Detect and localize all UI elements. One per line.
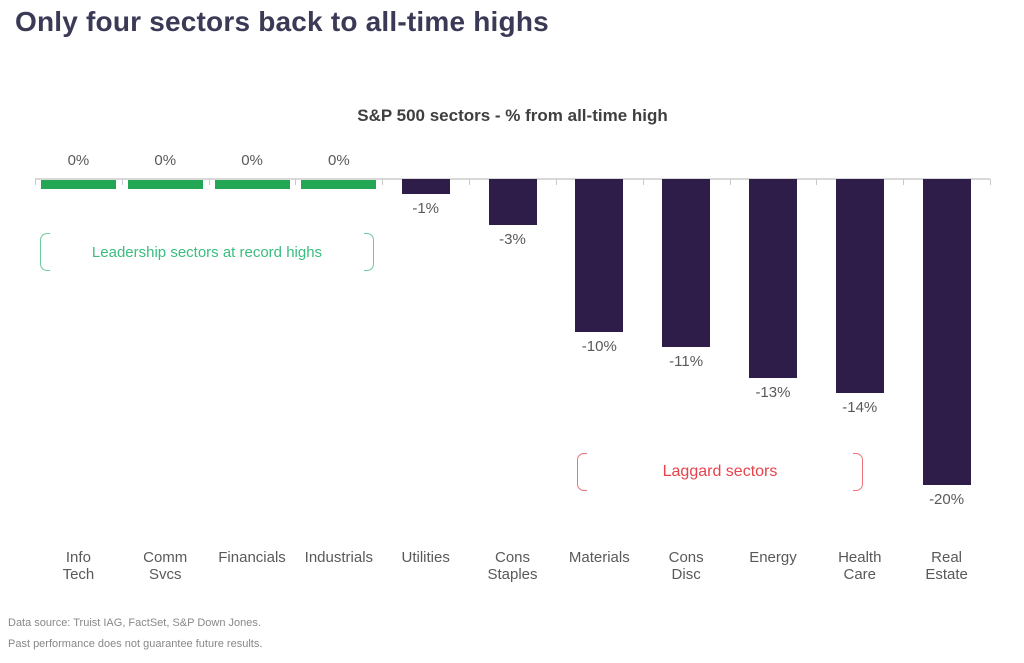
axis-tick — [642, 179, 644, 185]
x-axis-label-industrials: Industrials — [304, 549, 374, 566]
bar-utilities — [401, 179, 450, 194]
axis-tick — [729, 179, 731, 185]
chart-title: S&P 500 sectors - % from all-time high — [357, 106, 668, 125]
x-axis-label-materials: Materials — [568, 549, 630, 566]
bracket-right-icon — [364, 233, 374, 271]
x-axis-label-cons-disc: Cons Disc — [668, 549, 704, 583]
axis-tick — [469, 179, 471, 185]
x-axis-label-energy: Energy — [749, 549, 797, 566]
axis-tick — [208, 179, 210, 185]
value-label-comm-svcs: 0% — [154, 152, 177, 169]
value-label-utilities: -1% — [412, 200, 440, 217]
leadership-annotation: Leadership sectors at record highs — [40, 233, 374, 271]
laggard-label: Laggard sectors — [662, 462, 778, 480]
value-label-cons-disc: -11% — [669, 353, 704, 370]
value-label-financials: 0% — [241, 152, 263, 169]
axis-tick — [121, 179, 123, 185]
bracket-left-icon — [577, 452, 587, 491]
value-label-info-tech: 0% — [67, 152, 90, 169]
axis-tick — [382, 179, 384, 185]
bar-health-care — [835, 179, 884, 393]
bar-financials — [214, 180, 290, 189]
bracket-right-icon — [853, 452, 863, 491]
laggard-annotation: Laggard sectors — [577, 451, 863, 492]
bar-cons-staples — [488, 179, 537, 225]
bar-materials — [575, 179, 624, 332]
value-label-cons-staples: -3% — [499, 231, 526, 248]
data-source-note: Data source: Truist IAG, FactSet, S&P Do… — [8, 617, 261, 629]
value-label-real-estate: -20% — [929, 491, 965, 508]
bar-industrials — [301, 180, 377, 189]
bar-cons-disc — [662, 179, 711, 347]
x-axis-label-utilities: Utilities — [401, 549, 450, 566]
x-axis-label-real-estate: Real Estate — [925, 549, 968, 583]
value-label-industrials: 0% — [328, 152, 350, 169]
bar-real-estate — [922, 179, 971, 485]
axis-tick — [555, 179, 557, 185]
axis-tick — [35, 179, 36, 185]
axis-tick — [903, 179, 905, 185]
disclaimer-note: Past performance does not guarantee futu… — [8, 638, 263, 650]
axis-tick — [990, 179, 991, 185]
page-title: Only four sectors back to all-time highs — [15, 6, 549, 37]
leadership-label: Leadership sectors at record highs — [91, 243, 323, 261]
x-axis-label-comm-svcs: Comm Svcs — [143, 549, 188, 583]
value-label-health-care: -14% — [842, 399, 878, 416]
value-label-materials: -10% — [581, 338, 617, 355]
bar-energy — [748, 179, 797, 378]
bar-info-tech — [40, 180, 116, 189]
axis-tick — [295, 179, 297, 185]
x-axis-label-info-tech: Info Tech — [62, 549, 95, 583]
footnote: Data source: Truist IAG, FactSet, S&P Do… — [8, 613, 262, 655]
bar-comm-svcs — [127, 180, 203, 189]
bracket-left-icon — [40, 233, 50, 271]
value-label-energy: -13% — [755, 384, 791, 401]
axis-tick — [816, 179, 818, 185]
x-axis-label-financials: Financials — [218, 549, 286, 566]
x-axis-label-cons-staples: Cons Staples — [487, 549, 538, 583]
x-axis-label-health-care: Health Care — [838, 549, 882, 583]
